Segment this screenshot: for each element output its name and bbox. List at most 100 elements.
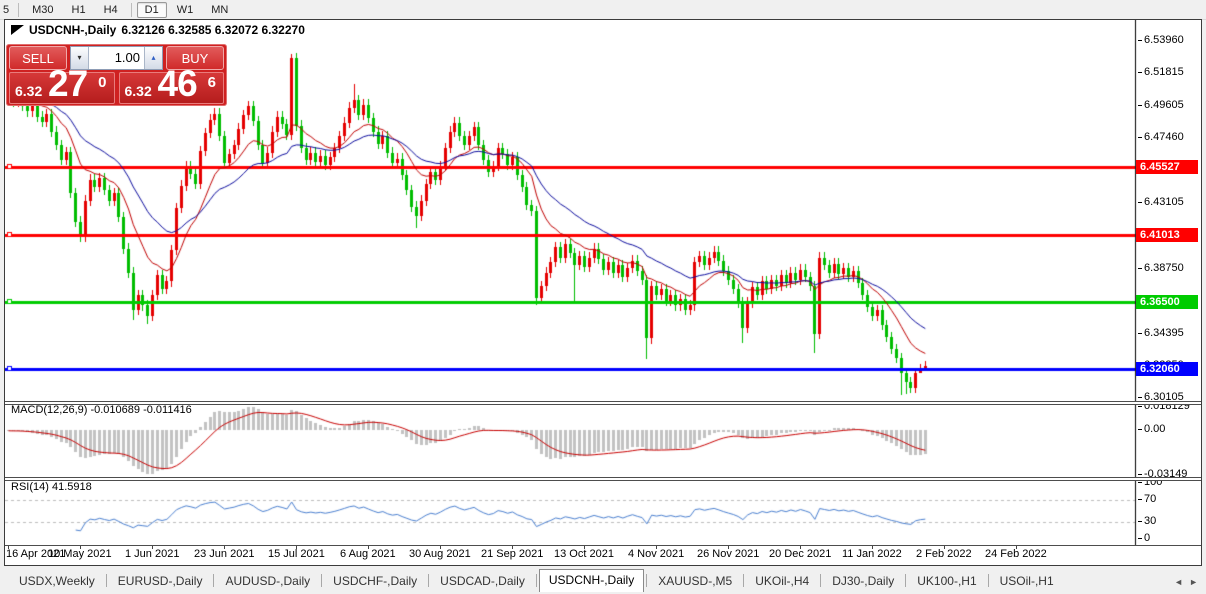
toolbar-separator xyxy=(130,2,132,17)
date-tick-mark xyxy=(224,546,225,549)
date-axis-label[interactable]: 2 Feb 2022 xyxy=(916,548,972,560)
timeframe-d1-button[interactable]: D1 xyxy=(136,1,167,18)
sell-price-box[interactable]: 6.32 27 0 xyxy=(9,63,115,104)
tab-separator xyxy=(105,574,107,587)
chart-window: USDCNH-,Daily 6.32126 6.32585 6.32072 6.… xyxy=(4,19,1202,566)
hline-price-label[interactable]: 6.45527 xyxy=(1136,160,1198,174)
chart-tab-usdchf-daily[interactable]: USDCHF-,Daily xyxy=(333,574,418,588)
buy-price-main: 46 xyxy=(157,63,198,104)
timeframe-toolbar: 5 M30 H1 H4 D1 W1 MN xyxy=(0,0,1206,20)
macd-panel-splitter[interactable] xyxy=(5,401,1201,405)
chart-ohlc-values: 6.32126 6.32585 6.32072 6.32270 xyxy=(121,23,305,37)
rsi-axis-label[interactable]: 30 xyxy=(1138,515,1156,527)
tab-separator xyxy=(905,574,907,587)
rsi-label: RSI(14) 41.5918 xyxy=(11,481,92,493)
chart-tab-xauusd-m5[interactable]: XAUUSD-,M5 xyxy=(658,574,733,588)
chart-tab-bar: USDX,Weekly EURUSD-,Daily AUDUSD-,Daily USD… xyxy=(0,568,1206,592)
chart-tab-dj30-daily[interactable]: DJ30-,Daily xyxy=(832,574,895,588)
tab-separator xyxy=(213,574,215,587)
price-axis-label[interactable]: 6.34395 xyxy=(1138,327,1184,339)
date-axis-label[interactable]: 16 Apr 2021 xyxy=(6,548,66,560)
date-axis-label[interactable]: 6 Aug 2021 xyxy=(340,548,396,560)
price-axis-label[interactable]: 6.30105 xyxy=(1138,391,1184,403)
timeframe-m30-button[interactable]: M30 xyxy=(32,3,54,16)
one-click-trading-widget: SELL ▾ 1.00 ▴ BUY 6.32 27 0 6.32 46 6 xyxy=(6,44,227,106)
buy-price-pip: 6 xyxy=(207,74,216,91)
chart-tab-usoil-h1[interactable]: USOil-,H1 xyxy=(999,574,1054,588)
chart-tab-usdcnh-daily[interactable]: USDCNH-,Daily xyxy=(538,569,645,592)
date-axis-label[interactable]: 21 Sep 2021 xyxy=(481,548,544,560)
toolbar-separator xyxy=(18,2,20,17)
date-axis-label[interactable]: 15 Jul 2021 xyxy=(268,548,325,560)
tab-separator xyxy=(321,574,323,587)
date-tick-mark xyxy=(440,546,441,549)
sell-price-pip: 0 xyxy=(98,74,107,91)
tab-separator xyxy=(535,574,537,587)
date-axis-label[interactable]: 24 Feb 2022 xyxy=(985,548,1047,560)
price-axis-label[interactable]: 6.51815 xyxy=(1138,66,1184,78)
chart-tab-eurusd-daily[interactable]: EURUSD-,Daily xyxy=(117,574,203,588)
date-axis-label[interactable]: 20 Dec 2021 xyxy=(769,548,832,560)
tab-separator xyxy=(743,574,745,587)
date-tick-mark xyxy=(944,546,945,549)
tab-scroll-left-icon[interactable]: ◄ xyxy=(1174,577,1184,587)
date-tick-mark xyxy=(368,546,369,549)
price-axis-label[interactable]: 6.43105 xyxy=(1138,196,1184,208)
tab-items: USDX,Weekly EURUSD-,Daily AUDUSD-,Daily USD… xyxy=(10,569,1063,592)
hline-price-label[interactable]: 6.41013 xyxy=(1136,228,1198,242)
timeframe-group: D1 W1 MN xyxy=(136,1,238,18)
chart-tab-usdx-weekly[interactable]: USDX,Weekly xyxy=(19,574,95,588)
macd-axis-zero-label[interactable]: 0.00 xyxy=(1138,423,1165,435)
date-axis-label[interactable]: 10 May 2021 xyxy=(48,548,112,560)
date-axis-label[interactable]: 13 Oct 2021 xyxy=(554,548,614,560)
timeframe-h1-button[interactable]: H1 xyxy=(71,3,86,16)
buy-price-prefix: 6.32 xyxy=(124,83,152,99)
chart-title: USDCNH-,Daily 6.32126 6.32585 6.32072 6.… xyxy=(11,23,305,37)
date-axis-label[interactable]: 26 Nov 2021 xyxy=(697,548,760,560)
date-tick-mark xyxy=(800,546,801,549)
timeframe-w1-button[interactable]: W1 xyxy=(176,3,194,16)
chart-tab-usdcad-daily[interactable]: USDCAD-,Daily xyxy=(440,574,525,588)
rsi-panel-splitter[interactable] xyxy=(5,477,1201,481)
chart-tab-ukoil-h4[interactable]: UKOil-,H4 xyxy=(755,574,810,588)
timeframe-mn-button[interactable]: MN xyxy=(211,3,229,16)
hline-price-label[interactable]: 6.36500 xyxy=(1136,295,1198,309)
date-axis-label[interactable]: 1 Jun 2021 xyxy=(125,548,180,560)
volume-increment-button[interactable]: ▴ xyxy=(144,47,162,69)
rsi-axis-label[interactable]: 0 xyxy=(1138,532,1150,544)
price-axis-label[interactable]: 6.38750 xyxy=(1138,262,1184,274)
chart-tab-uk100-h1[interactable]: UK100-,H1 xyxy=(917,574,977,588)
chart-canvas[interactable] xyxy=(5,20,1201,546)
macd-label: MACD(12,26,9) -0.010689 -0.011416 xyxy=(11,404,192,416)
price-axis-label[interactable]: 6.47460 xyxy=(1138,131,1184,143)
hline-price-label[interactable]: 6.32060 xyxy=(1136,362,1198,376)
timeframe-h4-button[interactable]: H4 xyxy=(103,3,118,16)
date-tick-mark xyxy=(584,546,585,549)
date-axis-label[interactable]: 23 Jun 2021 xyxy=(194,548,255,560)
volume-field[interactable]: 1.00 xyxy=(114,50,140,65)
price-axis-label[interactable]: 6.53960 xyxy=(1138,34,1184,46)
chart-tab-audusd-daily[interactable]: AUDUSD-,Daily xyxy=(225,574,311,588)
tab-scroll-right-icon[interactable]: ► xyxy=(1189,577,1198,587)
date-axis-label[interactable]: 11 Jan 2022 xyxy=(842,548,902,560)
buy-button[interactable]: BUY xyxy=(166,46,224,70)
buy-price-box[interactable]: 6.32 46 6 xyxy=(118,63,224,104)
price-axis-label[interactable]: 6.49605 xyxy=(1138,99,1184,111)
timeframe-m15-partial-button[interactable]: 5 xyxy=(3,3,10,16)
date-axis-label[interactable]: 30 Aug 2021 xyxy=(409,548,471,560)
date-tick-mark xyxy=(872,546,873,549)
sell-button[interactable]: SELL xyxy=(9,46,67,70)
date-tick-mark xyxy=(728,546,729,549)
tab-separator xyxy=(646,574,648,587)
volume-decrement-button[interactable]: ▾ xyxy=(71,47,89,69)
date-scale-separator xyxy=(5,545,1201,546)
trade-widget-prices: 6.32 27 0 6.32 46 6 xyxy=(9,63,224,104)
rsi-axis-label[interactable]: 70 xyxy=(1138,493,1156,505)
tab-scroll-arrows: ◄ ► xyxy=(1174,577,1206,592)
date-axis-label[interactable]: 4 Nov 2021 xyxy=(628,548,685,560)
tab-separator xyxy=(428,574,430,587)
date-tick-mark xyxy=(8,546,9,549)
date-tick-mark xyxy=(152,546,153,549)
timeframe-group: M30 H1 H4 xyxy=(23,2,127,18)
